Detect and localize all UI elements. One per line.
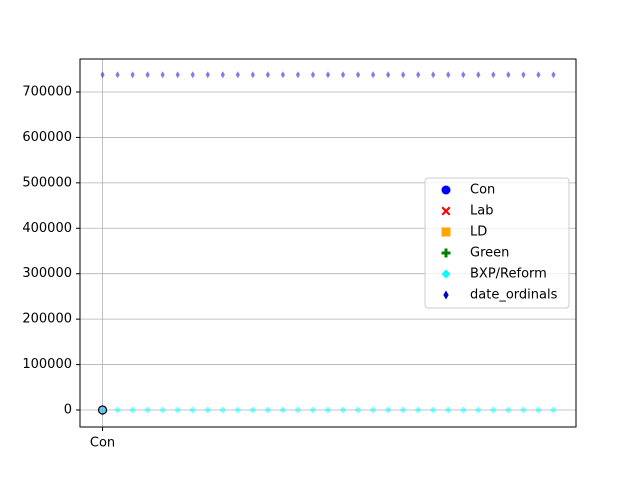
- legend-label: BXP/Reform: [470, 267, 547, 282]
- y-tick-label: 600000: [22, 130, 72, 145]
- point: [114, 406, 122, 414]
- point: [220, 71, 225, 79]
- point: [310, 71, 316, 79]
- point: [355, 71, 361, 79]
- y-tick-label: 0: [64, 403, 72, 418]
- legend-label: LD: [470, 225, 487, 240]
- point: [401, 71, 406, 79]
- legend-box: [424, 177, 570, 309]
- legend-marker: [441, 248, 451, 258]
- axes-frame: [79, 58, 577, 428]
- legend-marker: [443, 290, 449, 300]
- point: [130, 71, 135, 79]
- point: [459, 406, 467, 414]
- point: [190, 71, 195, 79]
- point: [476, 71, 481, 79]
- point: [369, 406, 377, 414]
- point: [519, 406, 527, 414]
- point: [219, 406, 227, 414]
- point: [325, 71, 331, 79]
- legend-marker: [441, 227, 451, 237]
- y-tick-label: 300000: [22, 266, 72, 281]
- point: [506, 71, 511, 79]
- point: [354, 406, 362, 414]
- point: [474, 406, 482, 414]
- point: [384, 406, 392, 414]
- legend-label: date_ordinals: [470, 288, 558, 303]
- point: [431, 71, 436, 79]
- legend-marker: [441, 206, 451, 216]
- point: [265, 71, 270, 79]
- point: [174, 406, 182, 414]
- point: [551, 71, 556, 79]
- point: [100, 71, 105, 79]
- y-tick-label: 100000: [22, 357, 72, 372]
- x-tick-label: Con: [90, 436, 115, 451]
- point: [279, 406, 287, 414]
- legend-label: Con: [470, 183, 495, 198]
- point: [370, 71, 376, 79]
- point: [489, 406, 497, 414]
- y-tick-label: 500000: [22, 175, 72, 190]
- point: [99, 406, 107, 414]
- legend-marker: [441, 185, 451, 195]
- point: [399, 406, 407, 414]
- point: [340, 71, 346, 79]
- point: [129, 406, 137, 414]
- point: [416, 71, 421, 79]
- point: [160, 71, 165, 79]
- point: [235, 71, 240, 79]
- point: [250, 71, 255, 79]
- point: [324, 406, 332, 414]
- point: [294, 406, 302, 414]
- point: [205, 71, 210, 79]
- point: [504, 406, 512, 414]
- legend-marker: [441, 269, 451, 279]
- point: [309, 406, 317, 414]
- legend: Con Lab LD Green BXP/Reform date_ordinals: [424, 177, 570, 309]
- point: [159, 406, 167, 414]
- point: [414, 406, 422, 414]
- point: [280, 71, 286, 79]
- point: [144, 406, 152, 414]
- point: [491, 71, 496, 79]
- point: [115, 71, 120, 79]
- point: [339, 406, 347, 414]
- point: [461, 71, 466, 79]
- point: [446, 71, 451, 79]
- point: [444, 406, 452, 414]
- point: [386, 71, 391, 79]
- point: [234, 406, 242, 414]
- point: [521, 71, 526, 79]
- point: [295, 71, 301, 79]
- legend-label: Lab: [470, 204, 493, 219]
- point: [429, 406, 437, 414]
- point: [145, 71, 150, 79]
- point: [536, 71, 541, 79]
- point: [549, 406, 557, 414]
- point: [204, 406, 212, 414]
- y-tick-label: 400000: [22, 221, 72, 236]
- point: [189, 406, 197, 414]
- point: [264, 406, 272, 414]
- y-tick-label: 700000: [22, 84, 72, 99]
- point: [175, 71, 180, 79]
- point: [534, 406, 542, 414]
- point: [249, 406, 257, 414]
- legend-label: Green: [470, 246, 509, 261]
- y-tick-label: 200000: [22, 312, 72, 327]
